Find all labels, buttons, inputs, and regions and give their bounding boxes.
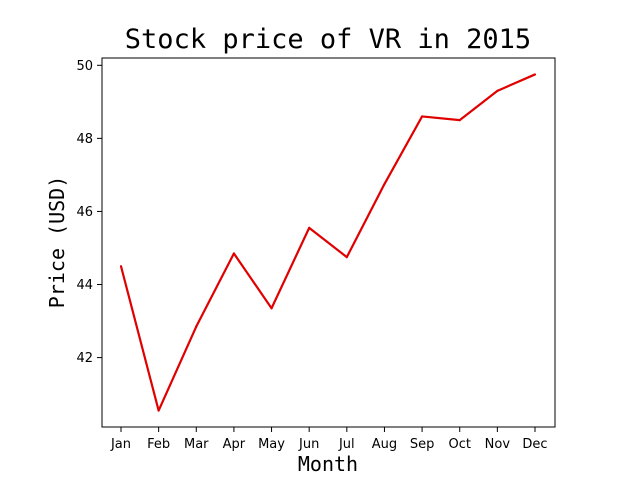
y-tick-label: 46 [76,205,93,220]
y-tick-label: 44 [76,278,93,293]
data-point [533,73,537,76]
series-group [119,73,537,412]
data-point [270,307,273,310]
x-tick-label: Feb [147,437,170,452]
data-point [232,252,236,255]
data-point [345,256,348,259]
x-tick-label: May [258,437,285,452]
data-point [308,226,311,229]
x-tick-label: Oct [448,437,470,452]
y-tick-label: 48 [76,132,93,147]
x-tick-label: Sep [410,437,435,452]
x-tick-label: Dec [522,437,547,452]
x-axis-label: Month [298,452,358,476]
y-axis: 42 44 46 48 50 [76,59,102,366]
x-tick-label: Aug [372,437,397,452]
y-tick-label: 50 [76,59,93,74]
x-tick-label: Apr [223,437,246,452]
x-tick-label: Jul [338,437,355,452]
series-line [119,73,536,412]
data-point [420,115,424,118]
data-point [383,182,386,186]
chart-title: Stock price of VR in 2015 [125,24,531,55]
data-point [496,89,499,92]
x-tick-label: Mar [184,437,209,452]
data-point [458,119,461,122]
data-point [195,325,198,328]
x-tick-label: Nov [485,437,511,452]
x-tick-label: Jun [298,437,319,452]
x-axis: Jan Feb Mar Apr May Jun Jul Aug Sep Oct Nov Dec [110,427,548,452]
y-tick-label: 42 [76,351,93,366]
data-point [157,409,160,412]
plot-frame [101,57,556,428]
data-point [119,265,123,268]
x-tick-label: Jan [110,437,131,452]
y-axis-label: Price (USD) [45,176,69,308]
